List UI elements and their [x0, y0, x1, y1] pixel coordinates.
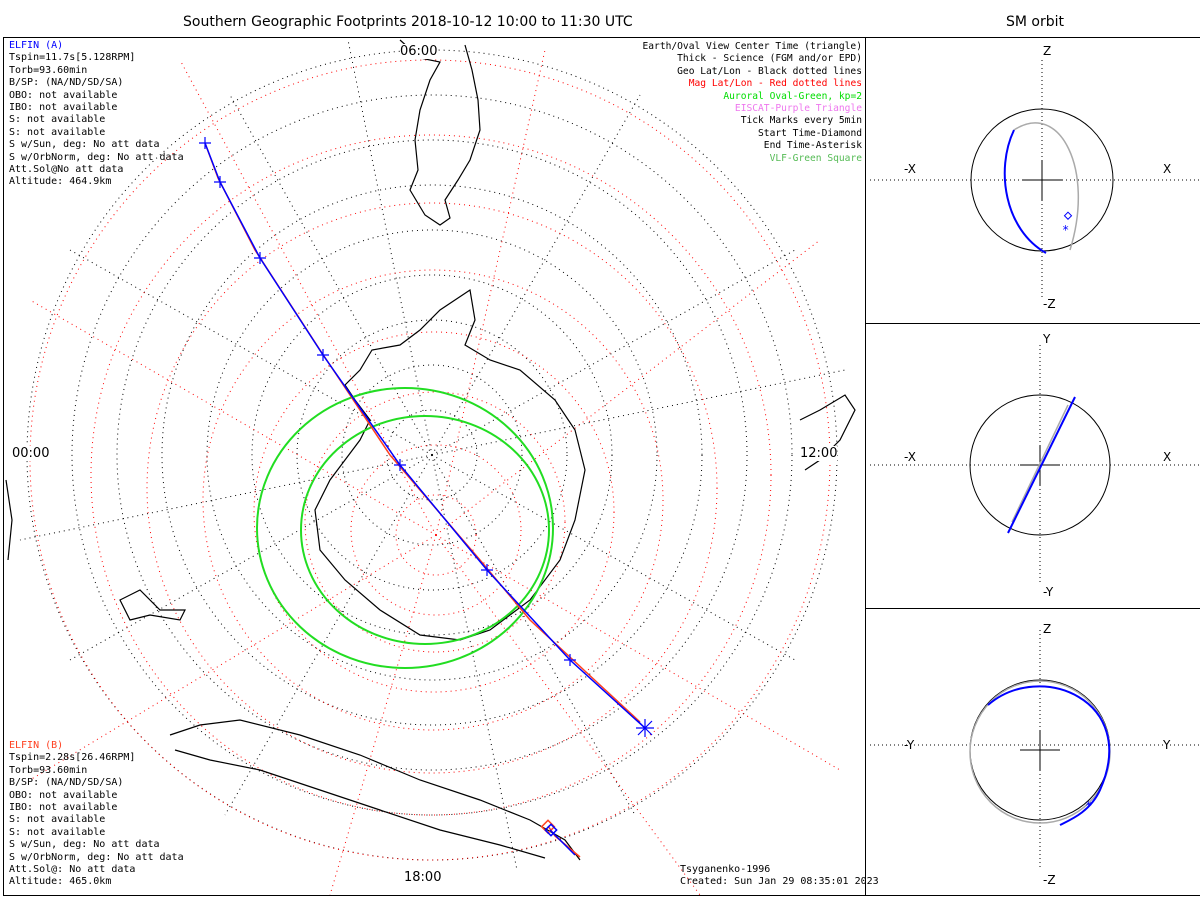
sm-orbit-panel-xz: * — [870, 60, 1200, 300]
sm-orbit-panel-yz: * — [870, 630, 1200, 870]
auroral-oval — [256, 387, 554, 669]
legend-item: Geo Lat/Lon - Black dotted lines — [677, 65, 862, 77]
elfin-b-name: ELFIN (B) — [9, 740, 64, 751]
info-line: Tspin=2.28s[26.46RPM] — [9, 752, 136, 764]
panel3-bottom: -Z — [1043, 873, 1056, 887]
legend-item: End Time-Asterisk — [763, 140, 862, 152]
legend-item: Earth/Oval View Center Time (triangle) — [642, 41, 863, 52]
info-line: S w/Sun, deg: No att data — [9, 839, 160, 851]
panel2-left: -X — [904, 450, 916, 464]
info-line: Altitude: 464.9km — [9, 176, 112, 188]
hour-label-top: 06:00 — [400, 44, 438, 59]
panel1-bottom: -Z — [1043, 297, 1056, 311]
start-diamond-a — [544, 823, 558, 837]
elfin-b-info: ELFIN (B) Tspin=2.28s[26.46RPM] Torb=93.… — [9, 740, 184, 889]
panel2-right: X — [1163, 450, 1172, 464]
hour-label-left: 00:00 — [12, 446, 50, 461]
end-asterisk — [636, 719, 654, 737]
side-title: SM orbit — [1006, 14, 1065, 30]
elfin-a-name: ELFIN (A) — [9, 40, 64, 51]
info-line: S: not available — [9, 114, 106, 126]
info-line: OBO: not available — [9, 89, 118, 101]
orbit-frame — [865, 37, 1200, 896]
panel2-bottom: -Y — [1043, 585, 1054, 599]
legend-item: Tick Marks every 5min — [740, 115, 862, 127]
panel3-top: Z — [1043, 622, 1052, 636]
coastlines — [5, 39, 856, 861]
info-line: Altitude: 465.0km — [9, 876, 112, 888]
panel1-top: Z — [1043, 44, 1052, 58]
info-line: Torb=93.60min — [9, 64, 88, 76]
elfin-a-trajectory — [199, 137, 654, 856]
info-line: B/SP: (NA/ND/SD/SA) — [9, 77, 124, 89]
tick-marks — [199, 137, 654, 737]
info-line: S: not available — [9, 814, 106, 826]
created-label: Created: Sun Jan 29 08:35:01 2023 — [680, 876, 879, 888]
panel2-top: Y — [1043, 332, 1051, 346]
legend: Earth/Oval View Center Time (triangle) T… — [643, 41, 863, 165]
mag-grid — [29, 49, 841, 895]
legend-item: Thick - Science (FGM and/or EPD) — [677, 53, 862, 65]
info-line: S w/Sun, deg: No att data — [9, 139, 160, 151]
main-title: Southern Geographic Footprints 2018-10-1… — [183, 14, 633, 30]
panel3-left: -Y — [904, 738, 915, 752]
legend-item: Auroral Oval-Green, kp=2 — [723, 90, 862, 102]
svg-text:*: * — [1085, 799, 1092, 813]
info-line: S w/OrbNorm, deg: No att data — [9, 151, 184, 163]
info-line: S: not available — [9, 826, 106, 838]
info-line: IBO: not available — [9, 802, 118, 814]
panel3-right: Y — [1163, 738, 1171, 752]
info-line: Att.Sol@No att data — [9, 164, 124, 176]
sm-orbit-panel-xy — [870, 345, 1200, 585]
panel1-right: X — [1163, 162, 1172, 176]
info-line: IBO: not available — [9, 102, 118, 114]
info-line: OBO: not available — [9, 789, 118, 801]
legend-item: Mag Lat/Lon - Red dotted lines — [688, 78, 862, 90]
legend-item: Start Time-Diamond — [758, 127, 862, 139]
footer: Tsyganenko-1996 Created: Sun Jan 29 08:3… — [680, 864, 879, 889]
info-line: Torb=93.60min — [9, 764, 88, 776]
model-label: Tsyganenko-1996 — [680, 864, 771, 875]
info-line: B/SP: (NA/ND/SD/SA) — [9, 777, 124, 789]
svg-text:*: * — [1062, 223, 1069, 237]
panel1-left: -X — [904, 162, 916, 176]
elfin-a-info: ELFIN (A) Tspin=11.7s[5.128RPM] Torb=93.… — [9, 40, 184, 189]
elfin-b-trajectory — [204, 142, 641, 858]
hour-label-right: 12:00 — [800, 446, 838, 461]
info-line: S w/OrbNorm, deg: No att data — [9, 851, 184, 863]
info-line: Tspin=11.7s[5.128RPM] — [9, 52, 136, 64]
polar-map — [5, 39, 856, 895]
info-line: S: not available — [9, 126, 106, 138]
hour-label-bottom: 18:00 — [404, 870, 442, 885]
info-line: Att.Sol@: No att data — [9, 864, 136, 876]
legend-item: VLF-Green Square — [769, 152, 862, 164]
legend-item: EISCAT-Purple Triangle — [734, 103, 862, 115]
